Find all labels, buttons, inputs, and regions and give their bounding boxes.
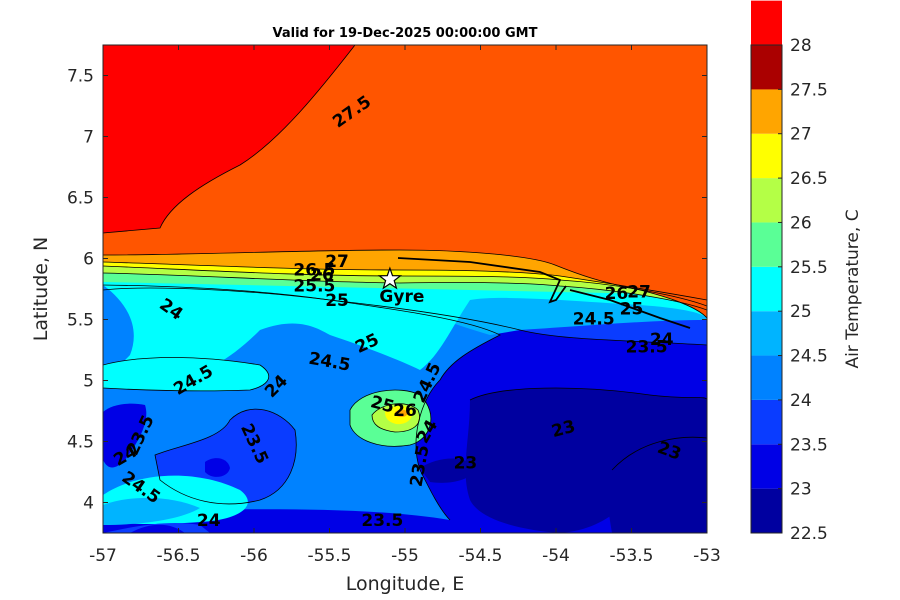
colorbar-swatch [751,355,782,400]
colorbar-swatch [751,222,782,267]
contour-line-25-5-cell [371,403,420,433]
station-label: Gyre [379,287,424,307]
contour-line-26-5 [103,261,707,301]
colorbar-swatch [751,266,782,312]
contour-label: 24.5 [573,310,615,330]
y-tick-label: 4 [83,494,94,514]
station-marker: Gyre [377,266,424,307]
y-axis-label: Latitude, N [30,237,52,342]
y-tick-label: 7.5 [67,67,94,87]
contour-label: 23.5 [361,511,403,531]
x-tick-label: -56 [240,546,268,566]
colorbar-tick-label: 24 [790,391,812,411]
y-tick-label: 5.5 [67,311,94,331]
contour-label: 26 [393,401,417,421]
x-tick-label: -53 [693,546,721,566]
contour-line-23-5-west [154,408,297,505]
contour-line-23-5 [103,287,707,346]
contour-label: 26.5 [293,261,335,281]
contour-line-24-5-west [103,357,270,392]
contour-label: 25 [325,291,349,311]
contour-line-24 [103,284,501,521]
colorbar-tick-label: 22.5 [790,524,828,544]
contour-label: 27 [627,283,651,303]
contour-label: 25 [620,300,644,320]
contour-line-23-southeast [611,436,707,471]
y-tick-label: 6.5 [67,189,94,209]
colorbar-swatch [751,444,782,489]
x-axis-ticks: -57 -56.5 -56 -55.5 -55 -54.5 -54 -53.5 -53 [89,45,721,566]
contour-line-23-east [469,387,707,401]
colorbar-swatch [751,0,782,45]
contour-label: 26 [605,284,629,304]
colorbar: 22.5 23 23.5 24 24.5 25 25.5 26 26.5 27 27.5 28 [750,0,828,544]
colorbar-tick-label: 26 [790,213,812,233]
south-edge-cold [130,524,185,533]
contour-label: 25.5 [293,277,335,297]
low-zone-west-core [205,458,230,477]
colorbar-tick-label: 25 [790,302,812,322]
x-axis-label: Longitude, E [346,573,465,595]
cold-spot-central [420,458,475,483]
contour-line-27 [103,249,707,319]
colorbar-swatch [751,89,782,134]
x-tick-label: -57 [89,546,117,566]
south-central-cool [350,517,470,533]
x-tick-label: -56.5 [157,546,201,566]
x-tick-label: -55.5 [308,546,352,566]
contour-label: 24 [197,511,221,531]
y-tick-label: 5 [83,372,94,392]
x-tick-label: -54.5 [459,546,503,566]
cold-core-southeast [607,437,707,533]
colorbar-tick-label: 26.5 [790,169,828,189]
warm-band-south-inner [103,497,200,525]
contour-line-25-cell [349,389,432,447]
contour-line-25-5 [103,272,707,311]
station-star-icon [377,266,403,290]
y-axis-ticks: 4 4.5 5 5.5 6 6.5 7 7.5 [67,67,707,514]
colorbar-swatch [751,133,782,179]
coastline [397,257,691,329]
contour-label: 24 [650,330,674,350]
colorbar-frame [750,44,783,534]
contour-lines [103,45,707,521]
colorbar-tick-label: 28 [790,36,812,56]
colorbar-tick-label: 23 [790,480,812,500]
y-tick-label: 6 [83,250,94,270]
colorbar-tick-label: 27.5 [790,80,828,100]
x-tick-label: -53.5 [610,546,654,566]
contour-label: 23.5 [626,338,668,358]
contour-label: 27 [325,252,349,272]
colorbar-swatch [751,488,782,533]
warm-cell-26-5 [395,409,408,418]
coastline-east [569,289,691,329]
x-tick-label: -55 [391,546,419,566]
colorbar-swatch-top [751,45,782,90]
contour-line-26 [103,265,707,307]
colorbar-swatch [751,311,782,356]
contour-label: 26 [310,266,334,286]
region-28 [103,45,355,233]
coastline-main [397,257,567,304]
colorbar-label: Air Temperature, C [843,209,863,368]
low-zone-southwest [103,403,147,468]
colorbar-swatch [751,178,782,223]
y-tick-label: 4.5 [67,433,94,453]
west-warm-tongue [103,357,269,391]
x-tick-label: -54 [542,546,570,566]
cold-core-east [465,388,707,533]
colorbar-tick-label: 23.5 [790,435,828,455]
y-tick-label: 7 [83,128,94,148]
contour-label: 23 [454,453,478,473]
colorbar-swatch [751,399,782,445]
contour-fill-group [103,45,707,533]
chart-title: Valid for 19-Dec-2025 00:00:00 GMT [273,26,538,41]
colorbar-tick-label: 25.5 [790,258,828,278]
contour-line-27-5 [103,45,356,234]
colorbar-tick-label: 27 [790,125,812,145]
colorbar-tick-label: 24.5 [790,347,828,367]
